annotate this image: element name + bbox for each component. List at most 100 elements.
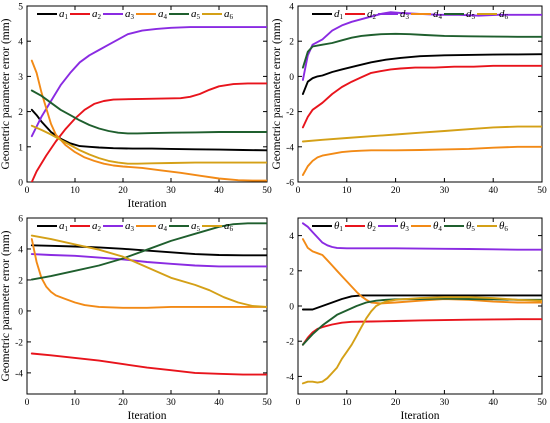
legend: θ1 θ2 θ3 θ4 θ5 θ6: [312, 220, 508, 233]
series-line-a4: [30, 59, 267, 182]
x-axis-label: Iteration: [128, 410, 167, 422]
y-tick-label: -6: [286, 179, 294, 189]
series-lines: [301, 222, 542, 385]
legend-label: θ4: [433, 220, 442, 233]
x-tick-label: 0: [296, 398, 301, 408]
series-line-a6: [30, 124, 267, 165]
y-tick-label: -2: [15, 338, 23, 348]
legend-label: a2: [92, 220, 102, 233]
series-line-a6: [30, 234, 267, 308]
legend-label: a4: [158, 220, 168, 233]
legend-label: a6: [224, 8, 234, 21]
y-tick-label: 2: [289, 38, 294, 48]
x-tick-label: 30: [440, 398, 450, 408]
y-tick-label: 0: [289, 303, 294, 313]
x-tick-label: 50: [262, 398, 272, 408]
legend-label: d5: [466, 8, 476, 21]
y-tick-label: -2: [286, 108, 294, 118]
x-tick-label: 10: [342, 398, 352, 408]
y-tick-label: 4: [18, 245, 23, 255]
legend-label: a5: [191, 220, 201, 233]
legend-label: θ6: [499, 220, 508, 233]
series-line-d6: [301, 125, 542, 143]
legend-label: θ2: [367, 220, 376, 233]
series-line-a1: [30, 244, 267, 257]
legend-label: d4: [433, 8, 443, 21]
x-tick-label: 30: [440, 186, 450, 196]
x-tick-label: 20: [118, 186, 128, 196]
x-tick-label: 10: [70, 398, 80, 408]
x-tick-label: 20: [118, 398, 128, 408]
legend: a1 a2 a3 a4 a5 a6: [37, 220, 234, 233]
y-tick-label: 0: [289, 73, 294, 83]
legend-label: θ3: [400, 220, 409, 233]
series-line-θ5: [301, 297, 542, 346]
x-tick-label: 0: [25, 186, 30, 196]
series-line-a5: [30, 89, 267, 135]
x-tick-label: 50: [537, 398, 547, 408]
y-tick-label: 5: [18, 3, 23, 13]
y-tick-label: 1: [18, 143, 23, 153]
y-tick-label: 6: [18, 215, 23, 225]
legend-label: d2: [367, 8, 377, 21]
y-axis-label: Geometric parameter error (mm): [0, 230, 12, 381]
y-tick-label: -4: [15, 369, 23, 379]
series-line-a5: [30, 222, 267, 281]
legend-label: d6: [499, 8, 509, 21]
legend-label: a5: [191, 8, 201, 21]
series-line-d4: [301, 145, 542, 176]
y-axis-label: Geometric parameter error (mm): [0, 18, 12, 169]
x-tick-label: 40: [214, 398, 224, 408]
legend-label: a6: [224, 220, 234, 233]
x-tick-label: 20: [391, 186, 401, 196]
y-axis-label: Geometric parameter error (mm): [271, 18, 283, 169]
x-axis-label: Iteration: [401, 410, 440, 422]
legend-label: d3: [400, 8, 410, 21]
series-line-a3: [30, 26, 267, 138]
x-tick-label: 30: [166, 186, 176, 196]
x-tick-label: 10: [342, 186, 352, 196]
series-line-θ3: [301, 222, 542, 251]
series-lines: [30, 222, 267, 376]
series-line-d1: [301, 53, 542, 95]
x-tick-label: 40: [488, 398, 498, 408]
series-line-d5: [301, 32, 542, 69]
series-line-a4: [30, 238, 267, 309]
x-tick-label: 40: [488, 186, 498, 196]
x-tick-label: 50: [262, 186, 272, 196]
y-tick-label: -4: [286, 143, 294, 153]
legend: a1 a2 a3 a4 a5 a6: [37, 8, 234, 21]
series-line-a1: [30, 108, 267, 152]
x-tick-label: 50: [537, 186, 547, 196]
y-tick-label: 4: [289, 3, 294, 13]
series-lines: [30, 26, 267, 182]
series-line-θ2: [301, 318, 542, 346]
series-line-a3: [30, 253, 267, 268]
x-tick-label: 30: [166, 398, 176, 408]
legend-label: a4: [158, 8, 168, 21]
legend-label: a2: [92, 8, 102, 21]
legend-label: θ1: [334, 220, 343, 233]
plot-frame: [297, 5, 543, 183]
x-tick-label: 20: [391, 398, 401, 408]
series-line-d2: [301, 64, 542, 129]
y-tick-label: 2: [18, 276, 23, 286]
x-tick-label: 0: [25, 398, 30, 408]
series-line-θ6: [301, 296, 542, 385]
legend: d1 d2 d3 d4 d5 d6: [312, 8, 509, 21]
legend-label: θ5: [466, 220, 475, 233]
y-tick-label: -2: [286, 338, 294, 348]
y-tick-label: 4: [289, 232, 294, 242]
y-tick-label: 2: [18, 108, 23, 118]
legend-label: a1: [59, 220, 69, 233]
legend-label: a3: [125, 8, 135, 21]
x-axis-label: Iteration: [128, 198, 167, 210]
chart-panel-2: 0 10 20 30 40 50 -6 -4 -2 0 2 4 Geometric parameter …: [271, 3, 547, 197]
y-tick-label: 4: [18, 38, 23, 48]
chart-panel-3: 0 10 20 30 40 50 -4 -2 0 2 4 6 Iteration Geometric pa…: [0, 215, 272, 423]
series-lines: [301, 11, 542, 176]
series-line-θ1: [301, 294, 542, 311]
y-tick-label: 3: [18, 73, 23, 83]
plot-frame: [297, 217, 543, 395]
